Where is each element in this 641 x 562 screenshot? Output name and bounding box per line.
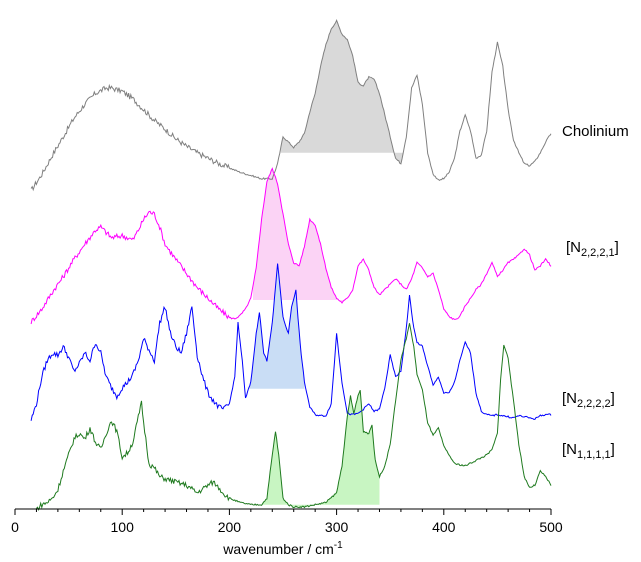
shaded-region-0 bbox=[280, 21, 404, 164]
x-axis: 0 100 200 300 400 500 bbox=[11, 508, 563, 535]
x-tick-label: 100 bbox=[111, 519, 135, 535]
x-tick-label: 200 bbox=[218, 519, 242, 535]
x-tick-label: 500 bbox=[539, 519, 563, 535]
spectrum-line-1 bbox=[30, 167, 552, 325]
spectrum-lines bbox=[30, 18, 552, 511]
spectrum-line-3 bbox=[36, 323, 552, 511]
x-axis-title: wavenumber / cm-1 bbox=[222, 540, 343, 557]
shaded-regions bbox=[248, 21, 404, 507]
series-label-2: [N2,2,2,2] bbox=[562, 390, 615, 410]
series-label-3: [N1,1,1,1] bbox=[562, 441, 615, 461]
x-tick-label: 300 bbox=[325, 519, 349, 535]
shaded-region-1 bbox=[253, 168, 346, 303]
spectrum-line-0 bbox=[30, 18, 552, 192]
shaded-region-2 bbox=[248, 263, 305, 389]
series-label-1: [N2,2,2,1] bbox=[566, 239, 619, 259]
x-axis-title-superscript: -1 bbox=[334, 540, 343, 551]
series-labels: Cholinium [N2,2,2,1] [N2,2,2,2] [N1,1,1,1] bbox=[562, 123, 629, 461]
shaded-region-3 bbox=[259, 390, 380, 507]
spectrum-line-2 bbox=[30, 263, 552, 421]
x-tick-label: 400 bbox=[432, 519, 456, 535]
x-axis-title-text: wavenumber / cm bbox=[222, 541, 333, 557]
series-label-0: Cholinium bbox=[562, 123, 629, 140]
x-tick-label: 0 bbox=[11, 519, 19, 535]
